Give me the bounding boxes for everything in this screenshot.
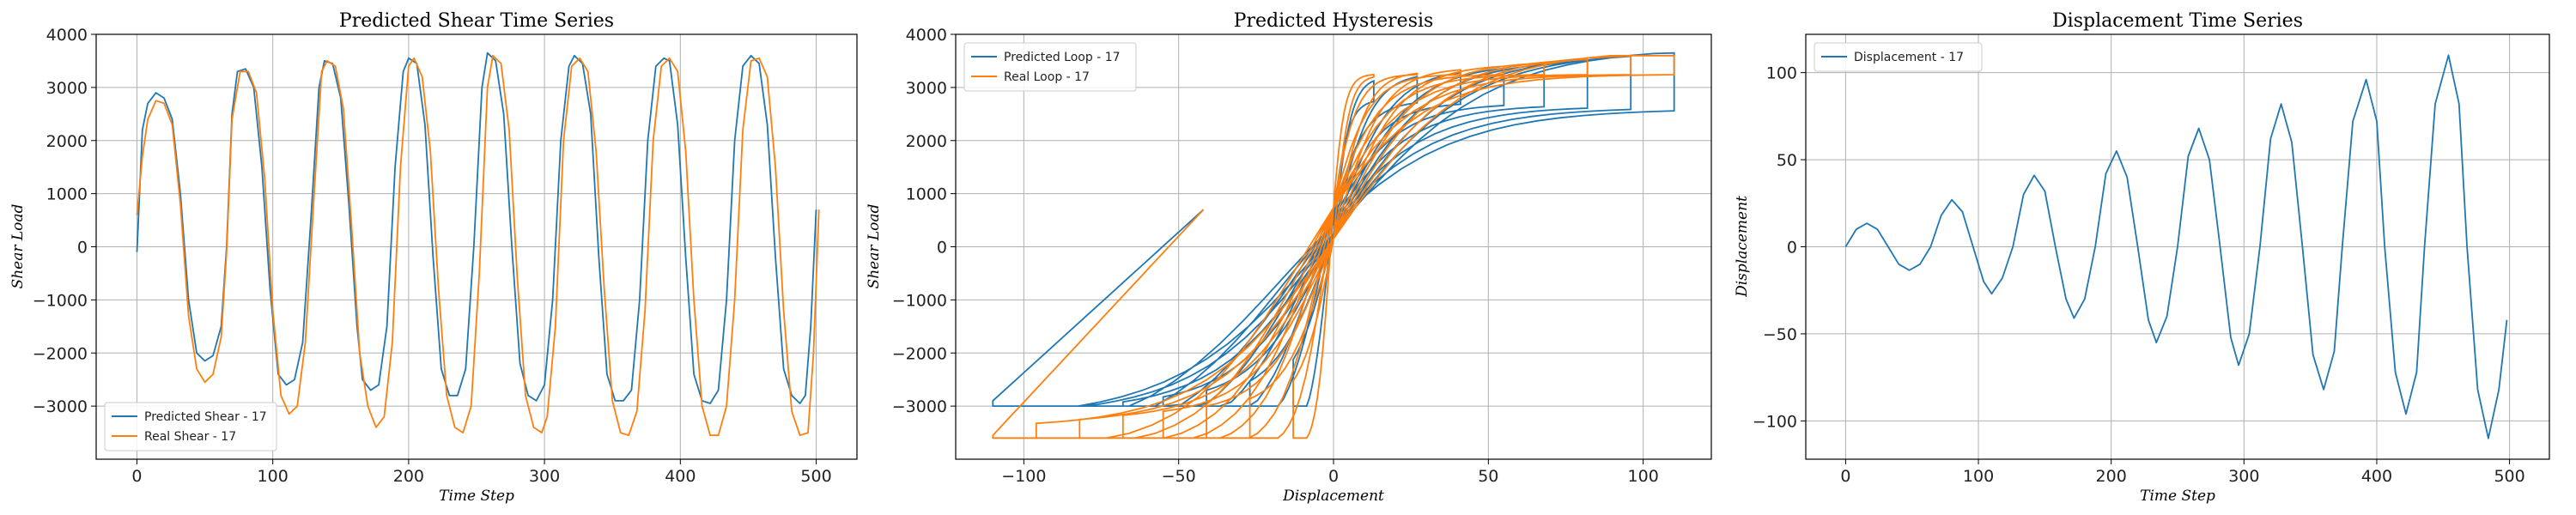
y-tick-label: 50 <box>1777 151 1797 170</box>
y-tick-label: −2000 <box>892 344 947 363</box>
x-tick-label: 0 <box>1328 467 1339 486</box>
x-tick-label: 200 <box>393 467 424 486</box>
x-tick-label: 100 <box>258 467 289 486</box>
y-axis-label: Shear Load <box>9 203 27 288</box>
legend: Predicted Shear - 17 Real Shear - 17 <box>104 402 277 451</box>
legend-label: Displacement - 17 <box>1854 51 1964 64</box>
y-tick-label: 3000 <box>46 79 88 98</box>
y-axis-label: Displacement <box>1734 196 1751 298</box>
chart-title: Displacement Time Series <box>2052 10 2303 32</box>
y-tick-label: 0 <box>77 239 88 258</box>
x-tick-label: 100 <box>1963 467 1994 486</box>
chart-title: Predicted Shear Time Series <box>339 10 614 32</box>
y-tick-label: −1000 <box>892 291 947 310</box>
y-tick-label: 2000 <box>46 132 88 151</box>
legend-label: Real Shear - 17 <box>144 430 236 444</box>
shear-time-series-chart: Predicted Shear Time Series Time Step Sh… <box>9 10 858 505</box>
x-axis-label: Displacement <box>1282 488 1384 505</box>
x-tick-label: 200 <box>2096 467 2127 486</box>
x-tick-label: 100 <box>1628 467 1659 486</box>
y-tick-label: −3000 <box>892 397 947 416</box>
legend-label: Predicted Loop - 17 <box>1004 51 1121 64</box>
y-tick-label: 4000 <box>46 26 88 45</box>
x-tick-label: 500 <box>800 467 831 486</box>
series-line-real-loop <box>992 54 1675 439</box>
x-tick-label: 400 <box>2361 467 2392 486</box>
y-tick-label: 0 <box>1787 239 1797 258</box>
legend-label: Real Loop - 17 <box>1004 70 1090 84</box>
legend-box <box>963 42 1137 92</box>
plot-frame <box>955 33 1712 460</box>
chart-title: Predicted Hysteresis <box>1234 10 1434 32</box>
hysteresis-chart: Predicted Hysteresis Displacement Shear … <box>866 10 1712 505</box>
y-axis-label: Shear Load <box>866 203 883 288</box>
x-tick-label: 50 <box>1478 467 1498 486</box>
y-tick-label: 0 <box>937 239 947 258</box>
y-tick-label: 100 <box>1766 64 1797 83</box>
plot-frame <box>95 33 858 460</box>
series-line-1 <box>136 54 820 437</box>
x-tick-label: 500 <box>2494 467 2524 486</box>
x-tick-label: 300 <box>2228 467 2259 486</box>
y-tick-label: −1000 <box>33 291 88 310</box>
x-tick-label: −50 <box>1162 467 1196 486</box>
series-line-0 <box>136 52 817 404</box>
x-tick-label: −100 <box>1001 467 1046 486</box>
y-tick-label: −2000 <box>33 344 88 363</box>
legend-box <box>1814 42 1983 72</box>
plot-frame <box>1805 33 2550 460</box>
x-tick-label: 400 <box>665 467 696 486</box>
legend-box <box>104 402 277 451</box>
legend: Displacement - 17 <box>1814 42 1983 72</box>
y-tick-label: 1000 <box>46 185 88 204</box>
x-tick-label: 300 <box>529 467 560 486</box>
series-line-0 <box>1844 54 2508 439</box>
y-tick-label: 2000 <box>906 132 947 151</box>
x-tick-label: 0 <box>1840 467 1850 486</box>
legend-label: Predicted Shear - 17 <box>144 410 267 424</box>
y-tick-label: −3000 <box>33 397 88 416</box>
y-tick-label: 1000 <box>906 185 947 204</box>
x-axis-label: Time Step <box>2140 488 2215 505</box>
displacement-time-series-chart: Displacement Time Series Time Step Displ… <box>1734 10 2550 505</box>
legend: Predicted Loop - 17 Real Loop - 17 <box>963 42 1137 92</box>
y-tick-label: −50 <box>1763 325 1797 344</box>
y-tick-label: −100 <box>1753 412 1797 431</box>
x-axis-label: Time Step <box>439 488 514 505</box>
y-tick-label: 4000 <box>906 26 947 45</box>
y-tick-label: 3000 <box>906 79 947 98</box>
x-tick-label: 0 <box>131 467 142 486</box>
